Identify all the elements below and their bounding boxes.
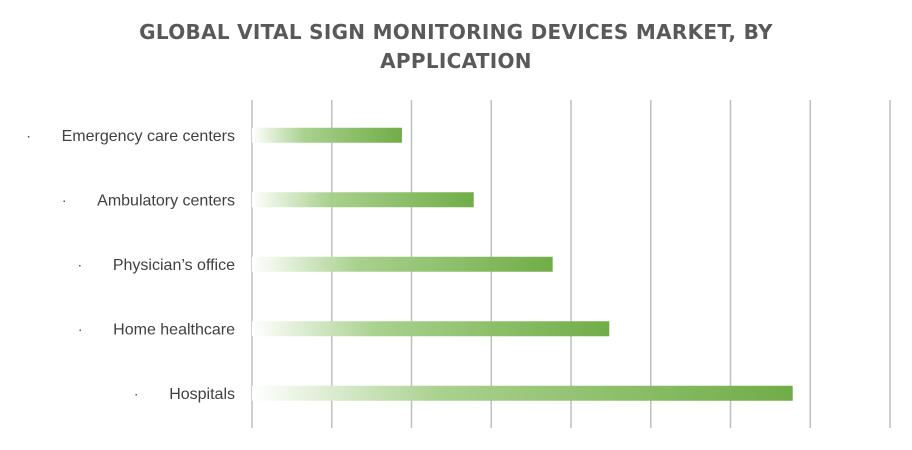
chart-title: GLOBAL VITAL SIGN MONITORING DEVICES MAR… xyxy=(0,18,912,76)
category-bullet: · xyxy=(134,385,139,401)
category-label: Home healthcare xyxy=(113,321,235,338)
category-bullet: · xyxy=(78,256,83,272)
category-bullet: · xyxy=(26,127,31,143)
chart-title-line-1: GLOBAL VITAL SIGN MONITORING DEVICES MAR… xyxy=(139,20,773,44)
category-label: Hospitals xyxy=(169,386,235,403)
category-label: Emergency care centers xyxy=(62,128,235,145)
bar-hospitals xyxy=(252,385,793,401)
bar-ambulatory-centers xyxy=(252,192,474,208)
bars xyxy=(252,127,793,401)
category-labels: Emergency care centers · Ambulatory center… xyxy=(26,127,235,403)
category-bullet: · xyxy=(62,192,67,208)
bar-physician-s-office xyxy=(252,256,553,272)
category-bullet: · xyxy=(78,321,83,337)
bar-home-healthcare xyxy=(252,321,610,337)
category-label: Physician’s office xyxy=(113,257,235,274)
category-label: Ambulatory centers xyxy=(97,192,235,209)
chart-title-line-2: APPLICATION xyxy=(380,49,532,73)
bar-emergency-care-centers xyxy=(252,127,402,143)
